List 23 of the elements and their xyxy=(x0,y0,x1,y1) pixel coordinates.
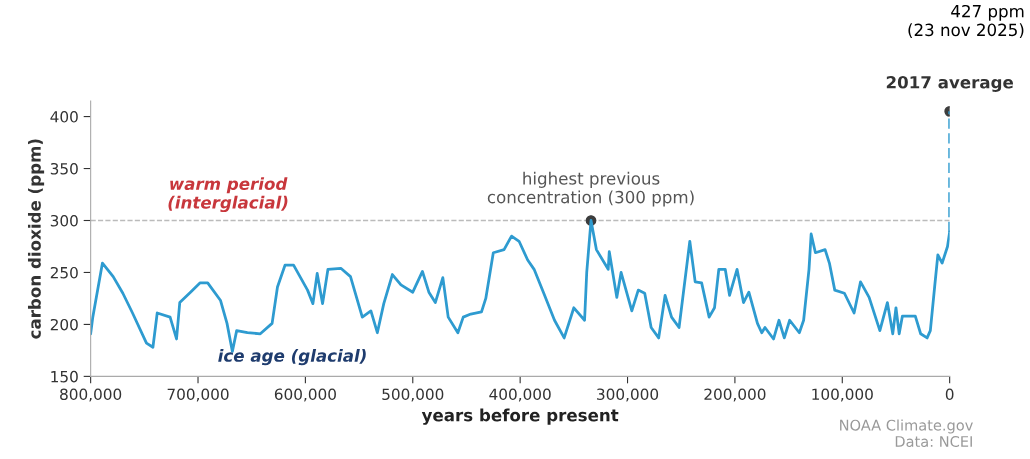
y-tick-label: 200 xyxy=(50,318,78,331)
x-tick-label: 500,000 xyxy=(382,388,444,402)
annotation: ice age (glacial) xyxy=(218,348,366,366)
y-tick-label: 300 xyxy=(50,214,78,227)
text: NOAA Climate.gov Data: NCEI xyxy=(840,419,973,447)
x-tick-label: 100,000 xyxy=(812,388,873,402)
y-axis-title: carbon dioxide (ppm) xyxy=(27,139,45,339)
y-tick-label: 150 xyxy=(51,370,78,383)
x-tick-label: 300,000 xyxy=(597,388,659,402)
x-tick-label: 0 xyxy=(945,388,954,401)
y-tick-label: 250 xyxy=(50,266,78,279)
x-axis-title: years before present xyxy=(421,408,619,425)
x-tick-label: 800,000 xyxy=(60,388,122,402)
annotation: warm period (interglacial) xyxy=(168,177,288,213)
x-tick-label: 200,000 xyxy=(704,388,766,402)
x-tick-label: 600,000 xyxy=(274,388,336,402)
annotation: highest previous concentration (300 ppm) xyxy=(487,171,694,207)
y-tick-label: 400 xyxy=(50,111,78,123)
x-tick-label: 400,000 xyxy=(489,388,551,402)
y-tick-label: 350 xyxy=(50,163,78,175)
annotation: 2017 average xyxy=(886,75,1014,92)
x-tick-label: 700,000 xyxy=(167,388,229,402)
text: 427 ppm (23 nov 2025) xyxy=(908,4,1024,39)
